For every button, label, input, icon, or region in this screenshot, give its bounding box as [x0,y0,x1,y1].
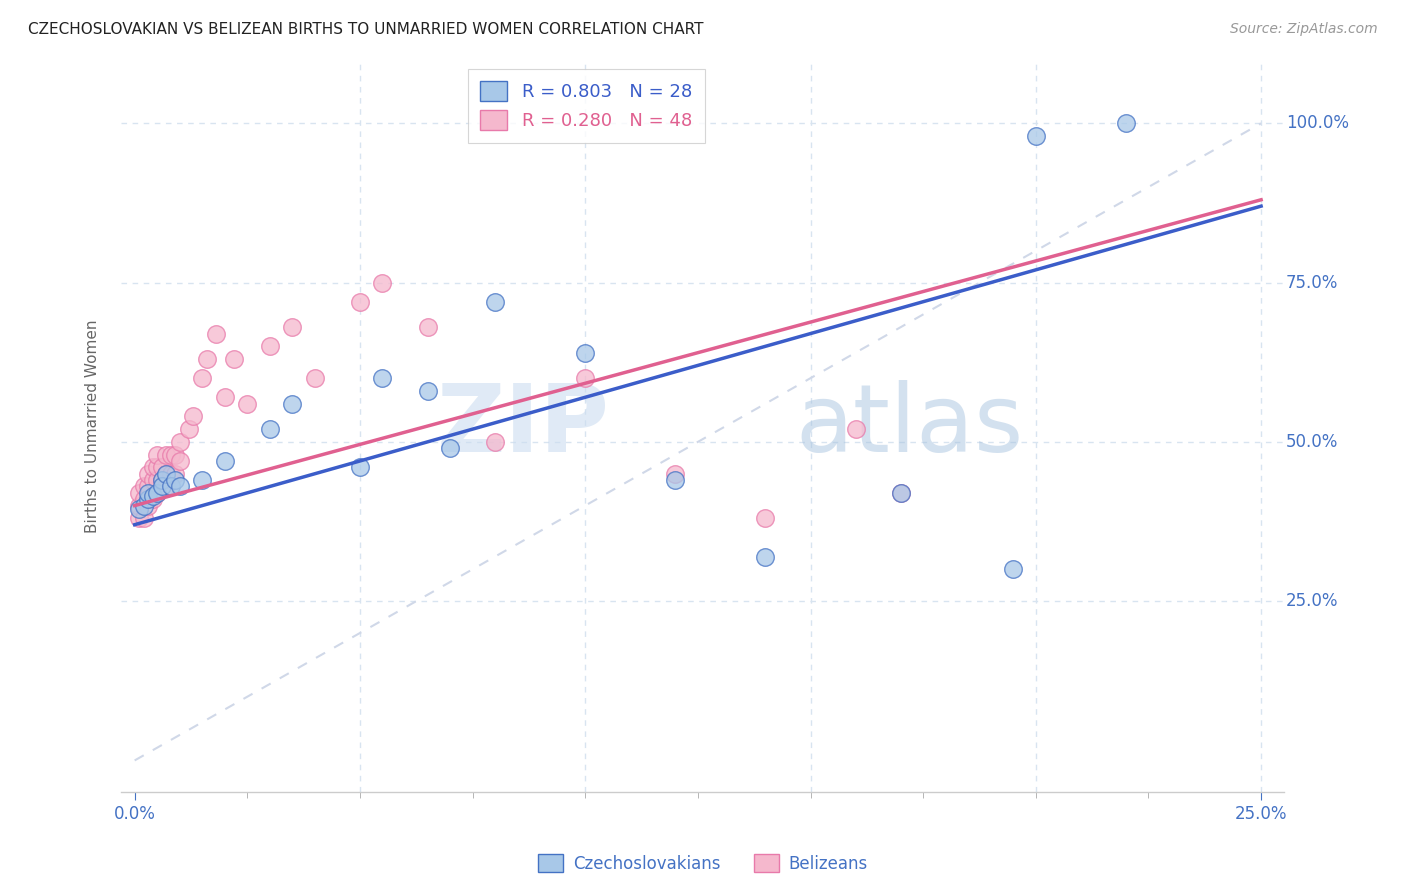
Point [132,511,155,525]
Text: Source: ZipAtlas.com: Source: ZipAtlas.com [1230,22,1378,37]
Text: atlas: atlas [796,380,1024,472]
Y-axis label: Births to Unmarried Women: Births to Unmarried Women [86,319,100,533]
Point [304,371,326,385]
Point [195,352,218,367]
Point [222,352,245,367]
Point [890,486,912,500]
Point [159,467,181,481]
Point [165,448,187,462]
Point [146,473,169,487]
Point [165,473,187,487]
Point [150,479,173,493]
Point [146,486,169,500]
Point [371,371,394,385]
Point [128,499,150,513]
Point [574,345,596,359]
Point [181,409,204,424]
Point [128,486,150,500]
Point [169,454,191,468]
Point [136,467,159,481]
Point [165,467,187,481]
Point [439,442,461,456]
Point [845,422,868,436]
Point [146,486,169,500]
Point [259,422,281,436]
Point [416,384,439,398]
Point [132,499,155,513]
Point [155,448,177,462]
Point [142,473,165,487]
Point [236,397,259,411]
Point [191,371,214,385]
Point [128,501,150,516]
Legend: Czechoslovakians, Belizeans: Czechoslovakians, Belizeans [531,847,875,880]
Point [204,326,226,341]
Point [142,460,165,475]
Point [146,448,169,462]
Point [349,294,371,309]
Point [371,276,394,290]
Point [136,486,159,500]
Legend: R = 0.803   N = 28, R = 0.280   N = 48: R = 0.803 N = 28, R = 0.280 N = 48 [468,69,704,143]
Point [159,479,181,493]
Point [214,454,236,468]
Point [177,422,200,436]
Point [191,473,214,487]
Point [1002,562,1025,576]
Point [155,467,177,481]
Point [136,492,159,507]
Point [484,434,506,449]
Point [150,473,173,487]
Point [169,479,191,493]
Point [484,294,506,309]
Point [128,511,150,525]
Point [132,479,155,493]
Point [214,390,236,404]
Point [754,549,776,564]
Point [136,499,159,513]
Point [155,467,177,481]
Point [1025,129,1047,144]
Point [159,448,181,462]
Point [146,460,169,475]
Text: CZECHOSLOVAKIAN VS BELIZEAN BIRTHS TO UNMARRIED WOMEN CORRELATION CHART: CZECHOSLOVAKIAN VS BELIZEAN BIRTHS TO UN… [28,22,703,37]
Point [132,492,155,507]
Text: ZIP: ZIP [436,380,609,472]
Text: 25.0%: 25.0% [1286,592,1339,610]
Point [142,489,165,503]
Point [281,397,304,411]
Point [664,473,686,487]
Text: 100.0%: 100.0% [1286,114,1348,132]
Point [349,460,371,475]
Point [259,339,281,353]
Point [142,492,165,507]
Point [754,511,776,525]
Point [1115,116,1137,130]
Point [155,479,177,493]
Point [136,479,159,493]
Point [281,320,304,334]
Point [574,371,596,385]
Point [150,473,173,487]
Point [150,460,173,475]
Point [890,486,912,500]
Text: 50.0%: 50.0% [1286,433,1339,450]
Point [169,434,191,449]
Text: 75.0%: 75.0% [1286,274,1339,292]
Point [416,320,439,334]
Point [664,467,686,481]
